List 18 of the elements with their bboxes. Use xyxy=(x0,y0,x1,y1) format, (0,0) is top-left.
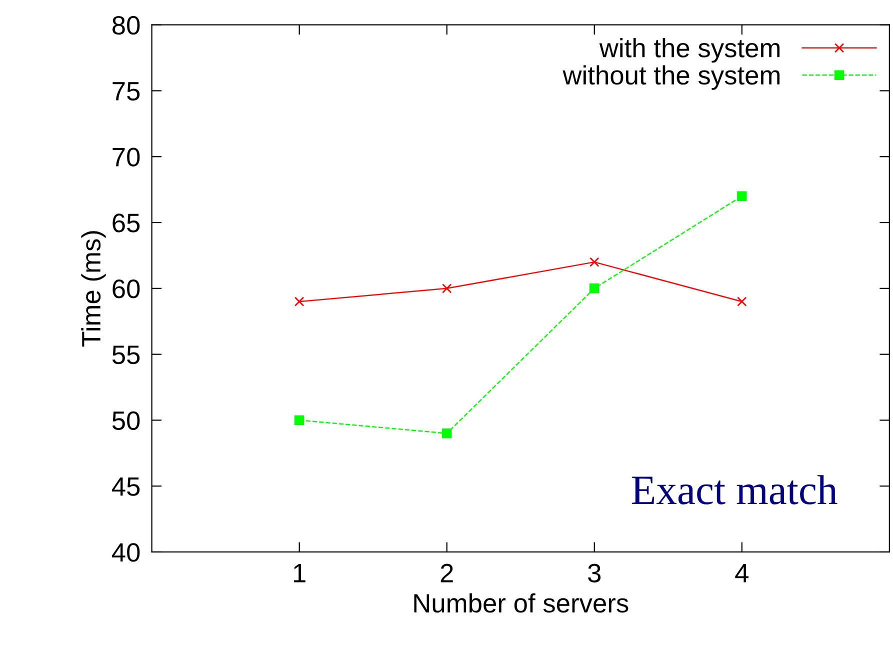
x-tick-label: 1 xyxy=(294,564,306,582)
y-tick-label: 60 xyxy=(112,280,140,298)
x-tick-label: 4 xyxy=(735,564,748,582)
x-axis-title: Number of servers xyxy=(414,593,628,613)
legend-label: with the system xyxy=(599,38,780,63)
x-tick-label: 3 xyxy=(588,564,601,582)
y-tick-label: 65 xyxy=(112,214,140,232)
y-tick-label: 70 xyxy=(112,148,140,166)
y-tick-label: 40 xyxy=(112,543,140,562)
legend-label: without the system xyxy=(562,65,780,90)
y-tick-label: 75 xyxy=(112,82,140,101)
y-tick-label: 50 xyxy=(112,411,140,430)
x-tick-label: 2 xyxy=(440,564,453,582)
y-tick-label: 80 xyxy=(112,16,140,35)
annotation: Exact match xyxy=(632,475,838,504)
y-tick-label: 45 xyxy=(112,477,140,496)
y-axis-title: Time (ms) xyxy=(81,231,106,347)
y-tick-label: 55 xyxy=(112,346,140,364)
